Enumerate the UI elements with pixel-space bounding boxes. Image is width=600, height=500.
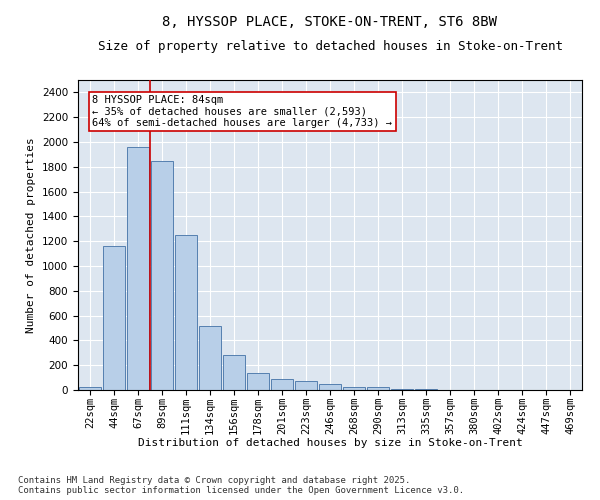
Bar [223, 356, 245, 390]
Bar [319, 384, 341, 390]
Bar [343, 387, 365, 390]
Bar [367, 387, 389, 390]
Bar [391, 389, 413, 390]
Bar [175, 235, 197, 390]
Text: Contains HM Land Registry data © Crown copyright and database right 2025.
Contai: Contains HM Land Registry data © Crown c… [18, 476, 464, 495]
Y-axis label: Number of detached properties: Number of detached properties [26, 137, 37, 333]
Bar [127, 147, 149, 390]
Bar [151, 160, 173, 390]
Bar [271, 380, 293, 390]
Text: 8, HYSSOP PLACE, STOKE-ON-TRENT, ST6 8BW: 8, HYSSOP PLACE, STOKE-ON-TRENT, ST6 8BW [163, 15, 497, 29]
Bar [199, 326, 221, 390]
Bar [103, 246, 125, 390]
Text: Size of property relative to detached houses in Stoke-on-Trent: Size of property relative to detached ho… [97, 40, 563, 53]
Bar [247, 372, 269, 390]
Bar [295, 382, 317, 390]
Bar [79, 387, 101, 390]
X-axis label: Distribution of detached houses by size in Stoke-on-Trent: Distribution of detached houses by size … [137, 438, 523, 448]
Text: 8 HYSSOP PLACE: 84sqm
← 35% of detached houses are smaller (2,593)
64% of semi-d: 8 HYSSOP PLACE: 84sqm ← 35% of detached … [92, 95, 392, 128]
